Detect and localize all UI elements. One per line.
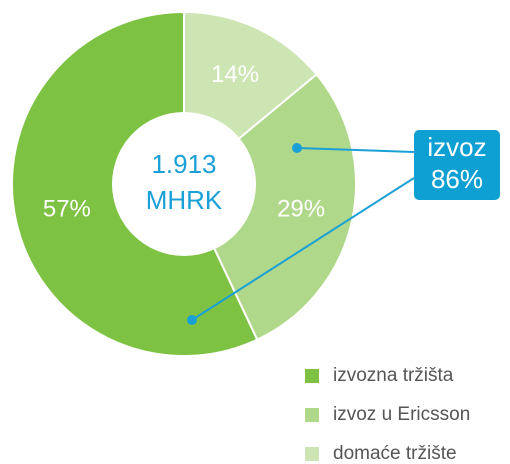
slice-label: 57% [43,196,91,223]
callout-label: izvoz [427,132,486,162]
legend-label: izvoz u Ericsson [333,404,470,425]
legend-swatch [305,369,319,383]
callout-line [296,147,415,153]
slice-label: 14% [211,61,259,88]
center-label: MHRK [146,185,223,215]
legend-label: domaće tržište [333,443,457,464]
callout-dot [187,315,197,325]
callout-box [414,130,500,200]
legend-label: izvozna tržišta [333,365,454,386]
legend-swatch [305,408,319,422]
center-label: 1.913 [151,149,216,179]
pie-slice [182,72,357,341]
callout-value: 86% [431,164,483,194]
donut-hole [112,112,256,256]
callout-dot [292,143,302,153]
callout-line [191,177,415,321]
slice-label: 29% [277,196,325,223]
legend-swatch [305,447,319,461]
